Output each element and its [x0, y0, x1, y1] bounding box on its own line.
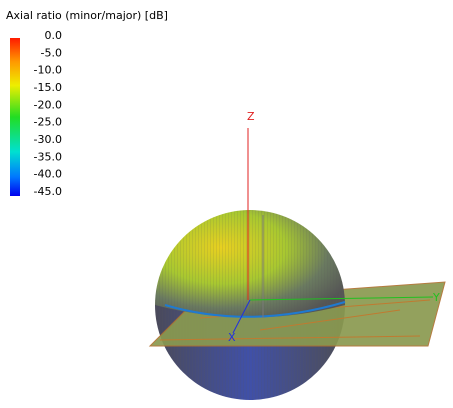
- color-bar-label: -30.0: [34, 133, 62, 146]
- x-label: X: [228, 331, 236, 344]
- x-axis: [232, 299, 251, 334]
- color-bar-label: 0.0: [45, 29, 63, 42]
- color-bar-label: -25.0: [34, 116, 62, 129]
- color-bar-label: -10.0: [34, 64, 62, 77]
- y-label: Y: [432, 291, 440, 304]
- color-bar: [10, 38, 20, 196]
- y-axis: [249, 296, 434, 301]
- color-bar-label: -40.0: [34, 168, 62, 181]
- color-bar-labels: 0.0 -5.0 -10.0 -15.0 -20.0 -25.0 -30.0 -35.0 -40…: [34, 29, 62, 198]
- color-bar-label: -35.0: [34, 150, 62, 163]
- color-bar-label: -20.0: [34, 98, 62, 111]
- color-bar-label: -45.0: [34, 185, 62, 198]
- color-bar-label: -15.0: [34, 81, 62, 94]
- legend-title: Axial ratio (minor/major) [dB]: [6, 9, 168, 22]
- z-label: Z: [247, 110, 255, 123]
- equator: [164, 301, 346, 318]
- color-bar-label: -5.0: [41, 46, 62, 59]
- mesh: [155, 210, 345, 318]
